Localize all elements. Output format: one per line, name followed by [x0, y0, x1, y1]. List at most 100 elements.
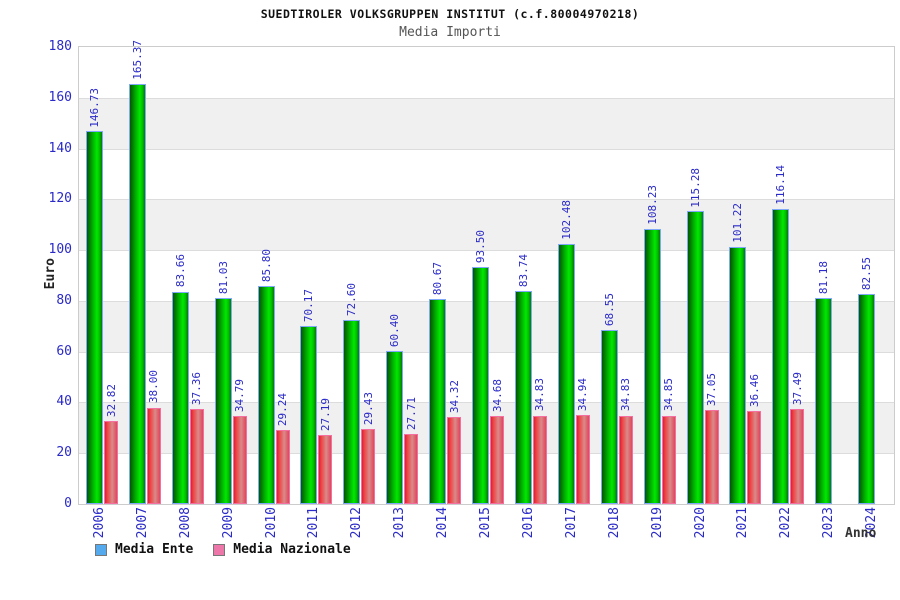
legend-swatch-media-ente — [95, 543, 107, 556]
bar-value-label: 70.17 — [302, 288, 316, 322]
bar-media-ente-2022 — [772, 209, 790, 504]
y-axis-ticks: 180 160 140 120 100 80 60 40 20 0 — [0, 0, 72, 600]
bar-media-ente-2021 — [729, 247, 747, 504]
y-tick-label: 0 — [64, 496, 72, 511]
bar-media-ente-2016 — [514, 291, 532, 504]
y-tick-label: 160 — [48, 89, 72, 105]
bar-media-nazionale-2022 — [790, 408, 805, 504]
bar-value-label: 38.00 — [147, 370, 161, 404]
bar-value-label: 32.82 — [104, 383, 118, 417]
bar-media-ente-2019 — [643, 229, 661, 504]
bar-media-nazionale-2016 — [532, 415, 547, 504]
bar-value-label: 34.85 — [662, 378, 676, 412]
bar-media-ente-2012 — [343, 319, 361, 504]
bar-value-label: 29.24 — [276, 392, 290, 426]
bar-media-nazionale-2018 — [618, 415, 633, 504]
x-axis-labels: 2006 2007 2008 2009 2010 2011 2012 2013 2014 2015… — [78, 507, 893, 547]
x-axis-title: Anno — [845, 526, 877, 541]
bar-media-ente-2011 — [300, 325, 318, 504]
legend: Media Ente Media Nazionale — [95, 542, 351, 557]
bar-value-label: 60.40 — [388, 313, 402, 347]
bar-media-ente-2015 — [472, 266, 490, 504]
bar-media-nazionale-2019 — [661, 415, 676, 504]
x-tick-label-2015: 2015 — [478, 507, 494, 539]
x-tick-label-2008: 2008 — [177, 507, 193, 539]
bar-value-label: 36.46 — [747, 374, 761, 408]
bar-media-nazionale-2011 — [318, 434, 333, 504]
bar-media-ente-2014 — [429, 299, 447, 504]
y-tick-label: 140 — [48, 140, 72, 156]
bar-value-label: 27.19 — [318, 397, 332, 431]
bar-media-ente-2007 — [128, 84, 146, 504]
bar-value-label: 80.67 — [431, 262, 445, 296]
bar-value-label: 34.94 — [576, 378, 590, 412]
bar-media-nazionale-2008 — [189, 409, 204, 504]
bar-media-nazionale-2006 — [104, 420, 118, 504]
bar-value-label: 101.22 — [731, 203, 745, 244]
x-tick-label-2010: 2010 — [263, 507, 279, 539]
bar-media-nazionale-2010 — [275, 429, 290, 504]
gridline — [79, 97, 894, 99]
bar-media-ente-2018 — [600, 329, 618, 504]
bar-value-label: 37.36 — [190, 372, 204, 406]
bar-value-label: 34.83 — [533, 378, 547, 412]
bar-media-nazionale-2015 — [490, 415, 505, 504]
bar-value-label: 82.55 — [860, 257, 874, 291]
gridline — [79, 250, 894, 252]
bar-value-label: 34.79 — [233, 378, 247, 412]
x-tick-label-2022: 2022 — [778, 507, 794, 539]
bar-media-ente-2008 — [171, 291, 189, 504]
x-tick-label-2006: 2006 — [92, 507, 107, 539]
y-tick-label: 80 — [56, 292, 72, 308]
legend-item-media-ente: Media Ente — [95, 542, 193, 557]
plot-area: 146.73 32.82 165.37 38.00 83.66 37.36 81.03 34.… — [78, 40, 895, 505]
bar-media-nazionale-2014 — [447, 416, 462, 504]
y-tick-label: 20 — [56, 445, 72, 461]
y-tick-label: 40 — [56, 394, 72, 410]
legend-swatch-media-nazionale — [213, 543, 226, 556]
x-tick-label-2014: 2014 — [435, 507, 451, 539]
bar-value-label: 85.80 — [259, 249, 273, 283]
bar-value-label: 108.23 — [645, 185, 659, 226]
bar-media-nazionale-2012 — [361, 429, 376, 504]
bar-media-nazionale-2020 — [704, 409, 719, 504]
legend-item-media-nazionale: Media Nazionale — [213, 542, 351, 557]
x-tick-label-2023: 2023 — [821, 507, 837, 539]
bar-media-nazionale-2013 — [404, 433, 419, 504]
bar-media-ente-2009 — [214, 298, 232, 504]
bar-value-label: 27.71 — [404, 396, 418, 430]
bar-media-ente-2010 — [257, 286, 275, 504]
bar-value-label: 72.60 — [345, 282, 359, 316]
bar-value-label: 34.68 — [490, 378, 504, 412]
x-tick-label-2020: 2020 — [692, 507, 708, 539]
bar-value-label: 68.55 — [602, 292, 616, 326]
bar-value-label: 115.28 — [688, 167, 702, 208]
legend-label-media-nazionale: Media Nazionale — [233, 542, 351, 557]
bar-media-ente-2020 — [686, 211, 704, 504]
plot-band — [79, 47, 894, 98]
y-tick-label: 100 — [48, 242, 72, 258]
bar-media-ente-2013 — [386, 350, 404, 504]
bar-value-label: 37.05 — [705, 372, 719, 406]
bar-value-label: 93.50 — [474, 229, 488, 263]
x-tick-label-2019: 2019 — [649, 507, 665, 539]
gridline — [79, 148, 894, 150]
bar-value-label: 83.66 — [173, 254, 187, 288]
bar-value-label: 146.73 — [88, 87, 101, 128]
bar-value-label: 81.18 — [817, 260, 831, 294]
chart-title: SUEDTIROLER VOLKSGRUPPEN INSTITUT (c.f.8… — [260, 7, 640, 21]
plot-band — [79, 149, 894, 200]
bar-value-label: 83.74 — [516, 254, 530, 288]
x-tick-label-2011: 2011 — [306, 507, 322, 539]
bar-media-ente-2024 — [858, 294, 876, 504]
bar-value-label: 29.43 — [361, 392, 375, 426]
y-tick-label: 60 — [56, 343, 72, 359]
bar-media-nazionale-2021 — [747, 411, 762, 504]
bar-media-ente-2017 — [557, 243, 575, 504]
x-tick-label-2017: 2017 — [563, 507, 579, 539]
bar-media-ente-2006 — [86, 131, 103, 504]
bar-media-nazionale-2007 — [146, 407, 161, 504]
bar-value-label: 37.49 — [790, 371, 804, 405]
x-tick-label-2012: 2012 — [349, 507, 365, 539]
